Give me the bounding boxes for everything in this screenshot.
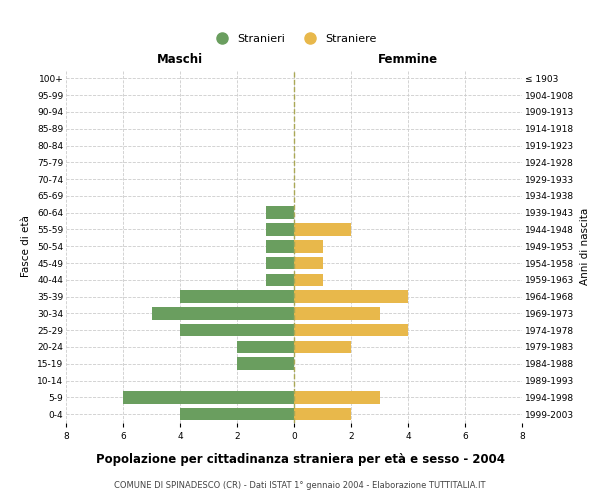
Bar [294, 408, 351, 420]
Bar [151, 307, 294, 320]
Bar [265, 206, 294, 219]
Bar [237, 340, 294, 353]
Bar [294, 324, 408, 336]
Bar [265, 240, 294, 252]
Bar [294, 340, 351, 353]
Text: Popolazione per cittadinanza straniera per età e sesso - 2004: Popolazione per cittadinanza straniera p… [95, 452, 505, 466]
Bar [265, 274, 294, 286]
Text: Maschi: Maschi [157, 54, 203, 66]
Bar [180, 324, 294, 336]
Y-axis label: Anni di nascita: Anni di nascita [580, 208, 590, 285]
Bar [294, 256, 323, 270]
Bar [237, 358, 294, 370]
Text: COMUNE DI SPINADESCO (CR) - Dati ISTAT 1° gennaio 2004 - Elaborazione TUTTITALIA: COMUNE DI SPINADESCO (CR) - Dati ISTAT 1… [114, 481, 486, 490]
Bar [123, 391, 294, 404]
Bar [294, 290, 408, 303]
Bar [180, 290, 294, 303]
Bar [265, 223, 294, 236]
Bar [180, 408, 294, 420]
Bar [294, 223, 351, 236]
Text: Femmine: Femmine [378, 54, 438, 66]
Bar [294, 391, 380, 404]
Bar [265, 256, 294, 270]
Legend: Stranieri, Straniere: Stranieri, Straniere [206, 30, 382, 48]
Bar [294, 240, 323, 252]
Y-axis label: Fasce di età: Fasce di età [22, 216, 31, 277]
Bar [294, 274, 323, 286]
Bar [294, 307, 380, 320]
